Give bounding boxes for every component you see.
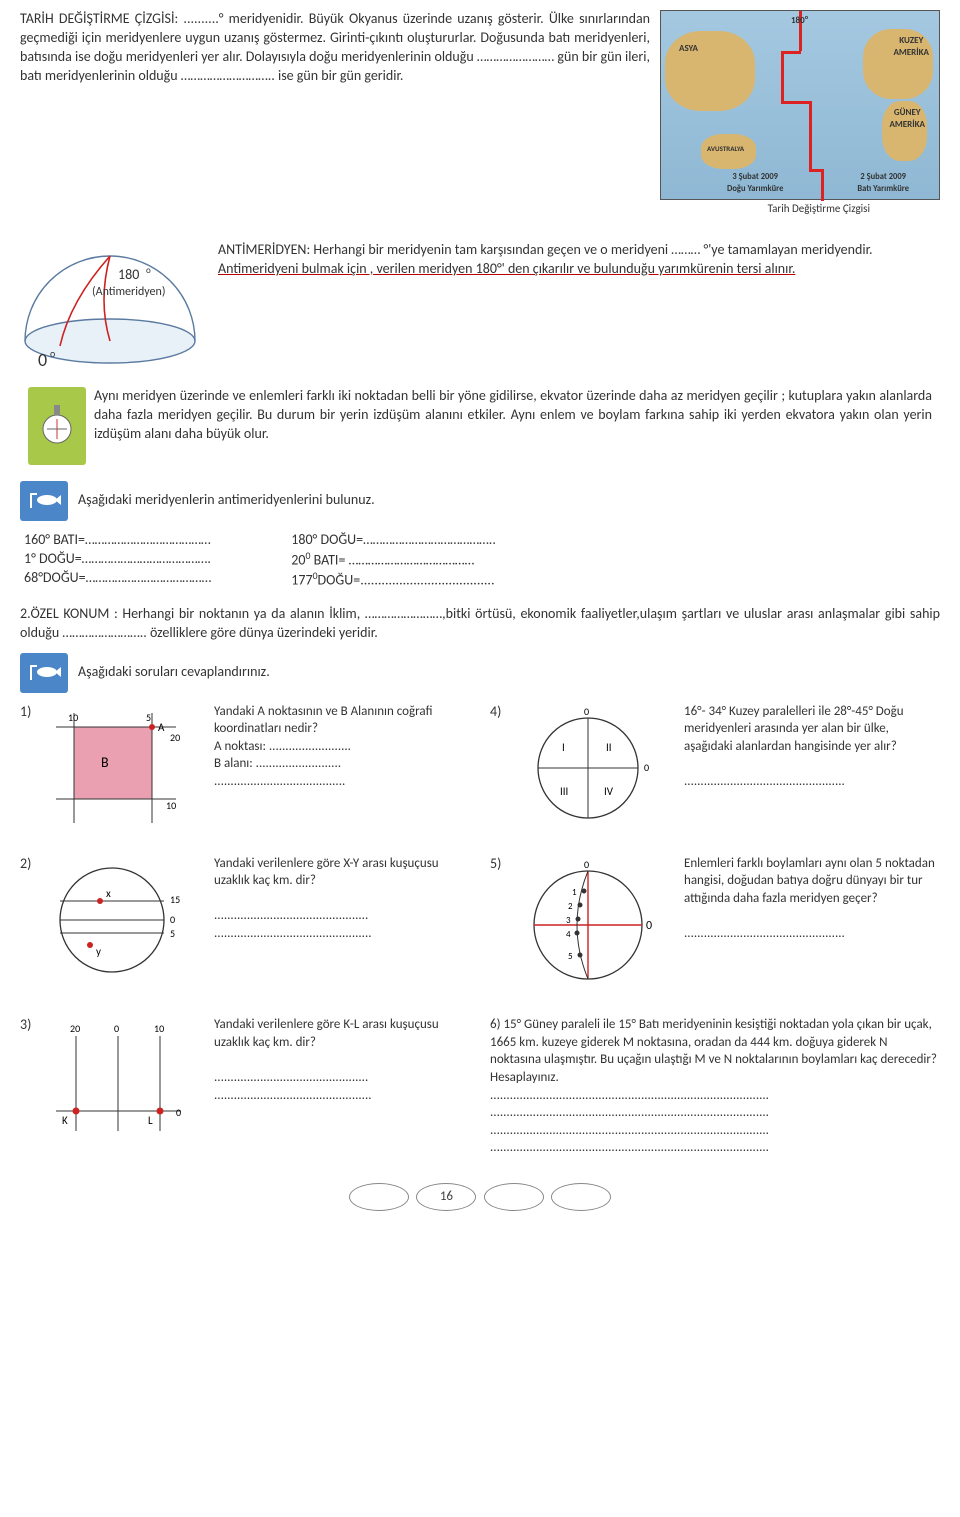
svg-text:III: III	[560, 785, 568, 798]
ex-l-2: 68°DOĞU=…………………………………	[24, 569, 211, 588]
svg-text:y: y	[96, 945, 101, 958]
svg-text:0: 0	[646, 919, 652, 933]
svg-text:B: B	[101, 754, 109, 771]
svg-text:IV: IV	[604, 785, 614, 798]
q4-diagram: 0 0 I II III IV	[516, 703, 666, 833]
q3-num: 3)	[20, 1016, 38, 1156]
svg-text:0: 0	[170, 913, 175, 926]
q1-diagram: 10 5 A 20 B 10	[46, 703, 196, 833]
map-right-date: 2 Şubat 2009Batı Yarımküre	[857, 172, 909, 195]
q5-text: Enlemleri farklı boylamları aynı olan 5 …	[684, 855, 940, 1001]
compass-callout-text: Aynı meridyen üzerinde ve enlemleri fark…	[94, 387, 932, 444]
svg-text:10: 10	[68, 711, 78, 724]
ex-r-1: 200 BATI= …………………………………	[291, 550, 496, 571]
ozel-label: 2.ÖZEL KONUM :	[20, 605, 118, 622]
exercise-left-col: 160° BATI=………………………………… 1° DOĞU=………………………	[24, 531, 211, 591]
exercise-right-col: 180° DOĞU=………………………………….. 200 BATI= ……………	[291, 531, 496, 591]
ozel-text: Herhangi bir noktanın ya da alanın İklim…	[20, 605, 940, 641]
map-left-date: 3 Şubat 2009Doğu Yarımküre	[727, 172, 783, 195]
antimeridian-rule: Antimeridyeni bulmak için , verilen meri…	[218, 260, 795, 277]
antimeridian-label: ANTİMERİDYEN:	[218, 241, 310, 258]
svg-text:II: II	[606, 741, 612, 754]
compass-icon	[28, 387, 86, 465]
svg-text:0: 0	[114, 1022, 119, 1035]
ozel-konum: 2.ÖZEL KONUM : Herhangi bir noktanın ya …	[20, 605, 940, 643]
q5-diagram: 1 2 3 4 5 0 0	[516, 855, 666, 995]
question-1: 1) 10 5 A 20 B 10 Yandaki A noktasının v…	[20, 703, 470, 839]
footer-oval	[349, 1183, 409, 1211]
svg-text:5: 5	[170, 927, 175, 940]
svg-text:20: 20	[170, 731, 180, 744]
ex-r-2: 1770DOĞU=...............................…	[291, 570, 496, 591]
svg-text:4: 4	[566, 929, 571, 940]
svg-text:15: 15	[170, 893, 180, 906]
fish-icon	[20, 653, 68, 693]
antimeridian-exercise: 160° BATI=………………………………… 1° DOĞU=………………………	[20, 531, 940, 591]
svg-text:K: K	[62, 1114, 68, 1127]
svg-text:0: 0	[176, 1106, 181, 1119]
q2-diagram: x y 15 0 5	[46, 855, 196, 985]
svg-text:1: 1	[572, 887, 577, 898]
q3-diagram: 20 0 10 K L 0	[46, 1016, 196, 1146]
svg-text:I: I	[562, 741, 565, 754]
svg-text:10: 10	[166, 799, 176, 812]
svg-text:3: 3	[566, 915, 571, 926]
svg-text:5: 5	[146, 711, 151, 724]
question-4: 4) 0 0 I II III IV 16°- 34° Kuzey parale…	[490, 703, 940, 839]
compass-callout: Aynı meridyen üzerinde ve enlemleri fark…	[20, 381, 940, 471]
q6-text: 6) 15° Güney paraleli ile 15° Batı merid…	[490, 1016, 940, 1156]
footer-oval	[551, 1183, 611, 1211]
svg-text:A: A	[158, 721, 165, 734]
q2-num: 2)	[20, 855, 38, 1001]
map-caption: Tarih Değiştirme Çizgisi	[20, 202, 940, 217]
svg-text:o: o	[146, 265, 151, 276]
map-asya: ASYA	[679, 43, 698, 55]
svg-text:0: 0	[584, 705, 589, 718]
svg-text:x: x	[106, 887, 111, 900]
question-5: 5) 1 2 3 4 5 0 0 Enlemleri farklı boylam…	[490, 855, 940, 1001]
ex-l-1: 1° DOĞU=………………………………….	[24, 550, 211, 569]
q4-text: 16°- 34° Kuzey paralelleri ile 28°-45° D…	[684, 703, 940, 839]
intro-paragraph: TARİH DEĞİŞTİRME ÇİZGİSİ: ..........° me…	[20, 10, 650, 200]
svg-text:0: 0	[584, 858, 589, 871]
q1-text: Yandaki A noktasının ve B Alanının coğra…	[214, 703, 470, 839]
map-180-label: 180o	[791, 13, 808, 27]
antimeridian-definition: ANTİMERİDYEN: Herhangi bir meridyenin ta…	[218, 221, 940, 279]
svg-text:10: 10	[154, 1022, 164, 1035]
ex-r-0: 180° DOĞU=…………………………………..	[291, 531, 496, 550]
q2-text: Yandaki verilenlere göre X-Y arası kuşuç…	[214, 855, 470, 1001]
svg-text:20: 20	[70, 1022, 80, 1035]
dateline-map: 180o ASYA KUZEYAMERİKA GÜNEYAMERİKA AVUS…	[660, 10, 940, 200]
intro-title: TARİH DEĞİŞTİRME ÇİZGİSİ:	[20, 10, 178, 27]
svg-text:180: 180	[118, 266, 139, 283]
page-footer	[20, 1183, 940, 1211]
question-6: 6) 15° Güney paraleli ile 15° Batı merid…	[490, 1016, 940, 1156]
svg-text:2: 2	[568, 901, 573, 912]
ex-l-0: 160° BATI=…………………………………	[24, 531, 211, 550]
footer-oval	[484, 1183, 544, 1211]
question-3: 3) 20 0 10 K L 0 Yandaki verilenlere gör…	[20, 1016, 470, 1156]
q1-num: 1)	[20, 703, 38, 839]
svg-text:0: 0	[644, 761, 649, 774]
svg-text:L: L	[148, 1114, 153, 1127]
fish-icon	[20, 481, 68, 521]
svg-text:5: 5	[568, 951, 573, 962]
task2-prompt: Aşağıdaki soruları cevaplandırınız.	[78, 663, 270, 682]
question-2: 2) x y 15 0 5 Yandaki verilenlere göre X…	[20, 855, 470, 1001]
task1-prompt: Aşağıdaki meridyenlerin antimeridyenleri…	[78, 491, 375, 510]
page-number	[416, 1183, 476, 1211]
q4-num: 4)	[490, 703, 508, 839]
svg-text:(Antimeridyen): (Antimeridyen)	[92, 285, 165, 299]
map-guney-amerika: GÜNEYAMERİKA	[889, 107, 925, 131]
q5-num: 5)	[490, 855, 508, 1001]
svg-text:0: 0	[38, 349, 47, 371]
antimeridian-hemisphere-diagram: 180 o (Antimeridyen) 0 o	[20, 221, 210, 371]
q3-text: Yandaki verilenlere göre K-L arası kuşuç…	[214, 1016, 470, 1156]
map-avustralya: AVUSTRALYA	[707, 144, 744, 153]
map-kuzey-amerika: KUZEYAMERİKA	[893, 35, 929, 59]
svg-text:o: o	[50, 347, 55, 360]
